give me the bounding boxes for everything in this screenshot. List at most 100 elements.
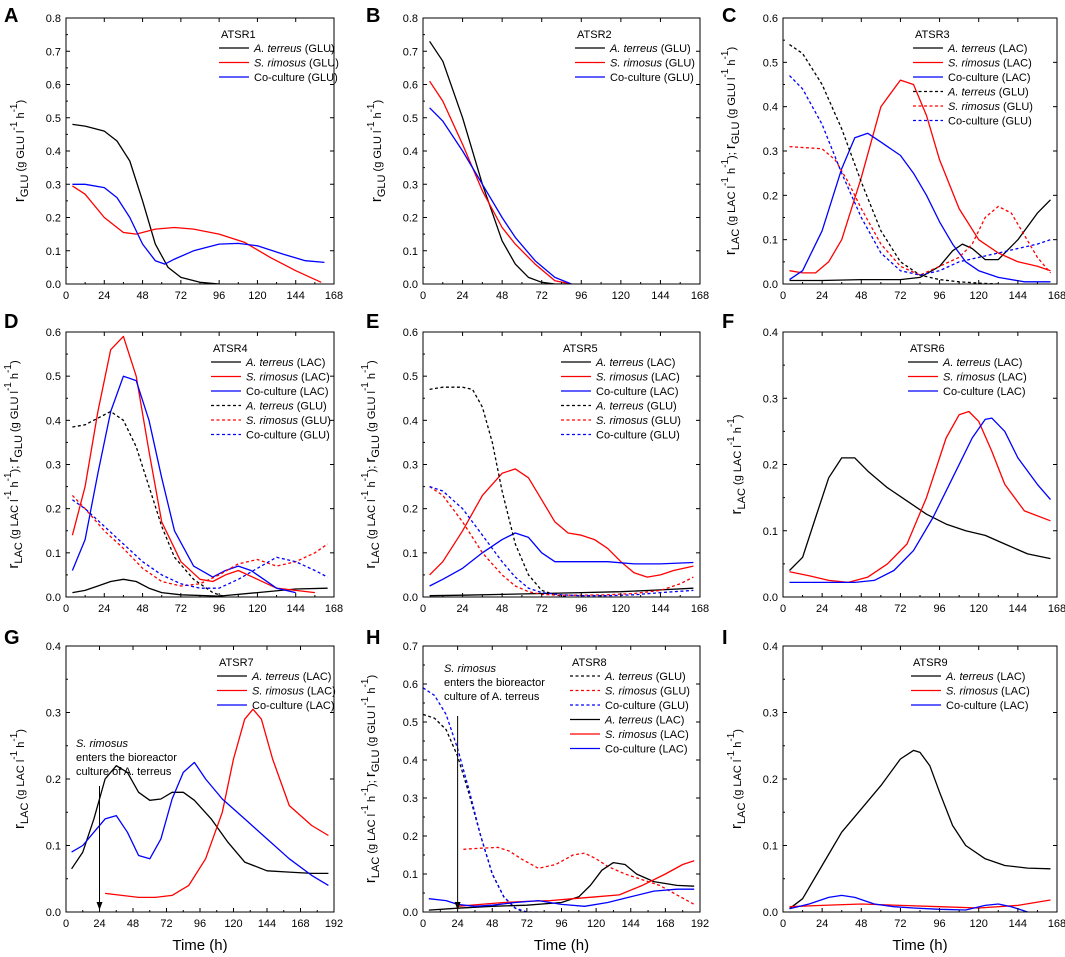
x-tick-label: 192 (691, 918, 709, 930)
x-tick-label: 0 (420, 918, 426, 930)
x-tick-label: 48 (127, 918, 139, 930)
annotation-arrowhead (96, 902, 103, 910)
x-tick-label: 0 (420, 603, 426, 615)
series-line-a-terreus-lac (428, 861, 695, 911)
series-line-s-rimosus-glu (463, 846, 695, 905)
y-tick-label: 0.1 (46, 548, 61, 560)
series-line-co-culture-lac (789, 132, 1051, 283)
y-tick-label: 0.1 (763, 841, 778, 853)
y-tick-label: 0.5 (403, 113, 418, 125)
x-tick-label: 48 (855, 918, 867, 930)
panel-letter: G (4, 627, 20, 649)
legend-entry: S. rimosus (GLU) (605, 686, 690, 698)
panel-b: B 0 24 48 72 96 120 144 168 0.0 0.1 0.2 0.3 0.4 0.5 0.6… (366, 5, 709, 302)
series-line-a-terreus-glu (423, 713, 525, 912)
legend-entry: A. terreus (GLU) (595, 401, 677, 413)
y-tick-label: 0.1 (403, 246, 418, 258)
x-tick-label: 24 (456, 603, 468, 615)
x-tick-label: 0 (780, 918, 786, 930)
legend-entry: A. terreus (LAC) (947, 43, 1027, 55)
x-tick-label: 72 (160, 918, 172, 930)
x-tick-label: 144 (258, 918, 276, 930)
legend-entry: A. terreus (LAC) (595, 357, 675, 369)
y-axis-label: rGLU (g GLU l-1 h-1) (366, 100, 388, 202)
x-tick-label: 96 (933, 603, 945, 615)
x-tick-label: 48 (136, 603, 148, 615)
x-tick-label: 168 (325, 603, 343, 615)
x-tick-label: 96 (933, 918, 945, 930)
y-axis-label: rLAC (g LAC l-1 h-1); rGLU (g GLU l-1 h-… (360, 360, 382, 568)
x-tick-label: 168 (1048, 290, 1065, 302)
legend-entry: A. terreus (GLU) (604, 671, 686, 683)
y-axis-label: rLAC (g LAC l-1 h-1) (726, 415, 748, 515)
x-tick-label: 168 (325, 290, 343, 302)
legend-entry: S. rimosus (GLU) (254, 58, 339, 70)
y-tick-label: 0.4 (763, 102, 778, 114)
series-line-co-culture-lac (71, 761, 329, 886)
panel-letter: E (366, 311, 379, 333)
y-tick-label: 0.6 (763, 13, 778, 25)
series-line-a-terreus-glu (72, 410, 226, 597)
y-tick-label: 0.3 (763, 708, 778, 720)
y-tick-label: 0.6 (403, 327, 418, 339)
x-tick-label: 0 (780, 290, 786, 302)
legend-entry: A. terreus (LAC) (604, 715, 684, 727)
x-tick-label: 72 (894, 918, 906, 930)
legend-entry: S. rimosus (GLU) (596, 415, 681, 427)
x-tick-label: 168 (656, 918, 674, 930)
y-tick-label: 0.3 (403, 460, 418, 472)
panel-d: D 0 24 48 72 96 120 144 168 0.0 0.1 0.2 0.3 0.4 0.5 0.6… (3, 311, 343, 615)
x-tick-label: 120 (612, 290, 630, 302)
legend-entry: Co-culture (GLU) (948, 116, 1032, 128)
y-axis-label: rLAC (g LAC l-1 h-1); rGLU (g GLU l-1 h-… (3, 360, 25, 568)
x-tick-label: 48 (486, 918, 498, 930)
y-tick-label: 0.2 (763, 460, 778, 472)
series-line-a-terreus-glu (429, 386, 569, 597)
y-tick-label: 0.4 (46, 146, 61, 158)
y-axis-label: rGLU (g GLU l-1 h-1) (9, 100, 31, 202)
series-line-co-culture-glu (429, 107, 572, 284)
series-line-a-terreus-glu (429, 40, 572, 284)
panel-letter: F (722, 311, 734, 333)
legend-entry: S. rimosus (LAC) (596, 372, 680, 384)
y-axis-label: rLAC (g LAC l-1 h-1); rGLU (g GLU l-1 h-… (720, 47, 742, 255)
y-tick-label: 0.0 (763, 907, 778, 919)
y-axis-label: rLAC (g LAC l-1 h-1) (9, 729, 31, 829)
y-tick-label: 0.5 (46, 371, 61, 383)
series-line-co-culture-lac (71, 375, 296, 594)
x-tick-label: 120 (248, 290, 266, 302)
x-tick-label: 72 (536, 290, 548, 302)
legend-entry: A. terreus (LAC) (945, 671, 1025, 683)
y-tick-label: 0.4 (403, 146, 418, 158)
y-tick-label: 0.7 (403, 46, 418, 58)
panel-h: H 0 24 48 72 96 120 144 168 192 0.0 0.1 0.2 0.3 0.4 0.5… (360, 627, 709, 954)
y-tick-label: 0.2 (763, 774, 778, 786)
series-line-s-rimosus-lac (429, 468, 694, 578)
x-tick-label: 72 (894, 290, 906, 302)
y-tick-label: 0.5 (403, 371, 418, 383)
x-tick-label: 96 (575, 603, 587, 615)
y-tick-label: 0.2 (403, 504, 418, 516)
x-tick-label: 24 (98, 290, 110, 302)
x-tick-label: 48 (496, 290, 508, 302)
y-tick-label: 0.0 (46, 279, 61, 291)
legend-title: ATSR8 (572, 657, 607, 669)
legend-entry: S. rimosus (LAC) (252, 686, 336, 698)
y-tick-label: 0.2 (403, 213, 418, 225)
legend-entry: Co-culture (LAC) (948, 72, 1031, 84)
series-line-s-rimosus-glu (429, 486, 694, 596)
legend-entry: Co-culture (LAC) (605, 744, 688, 756)
x-tick-label: 72 (536, 603, 548, 615)
series-line-s-rimosus-lac (789, 899, 1051, 909)
x-tick-label: 168 (1048, 918, 1065, 930)
x-tick-label: 72 (175, 603, 187, 615)
x-tick-label: 144 (651, 603, 669, 615)
series-line-s-rimosus-glu (789, 145, 1051, 276)
x-tick-label: 120 (970, 918, 988, 930)
series-line-s-rimosus-glu (71, 494, 328, 587)
y-tick-label: 0.0 (46, 907, 61, 919)
y-tick-label: 0.6 (403, 679, 418, 691)
y-tick-label: 0.3 (46, 179, 61, 191)
series-line-s-rimosus-glu (72, 185, 322, 283)
y-tick-label: 0.8 (46, 13, 61, 25)
